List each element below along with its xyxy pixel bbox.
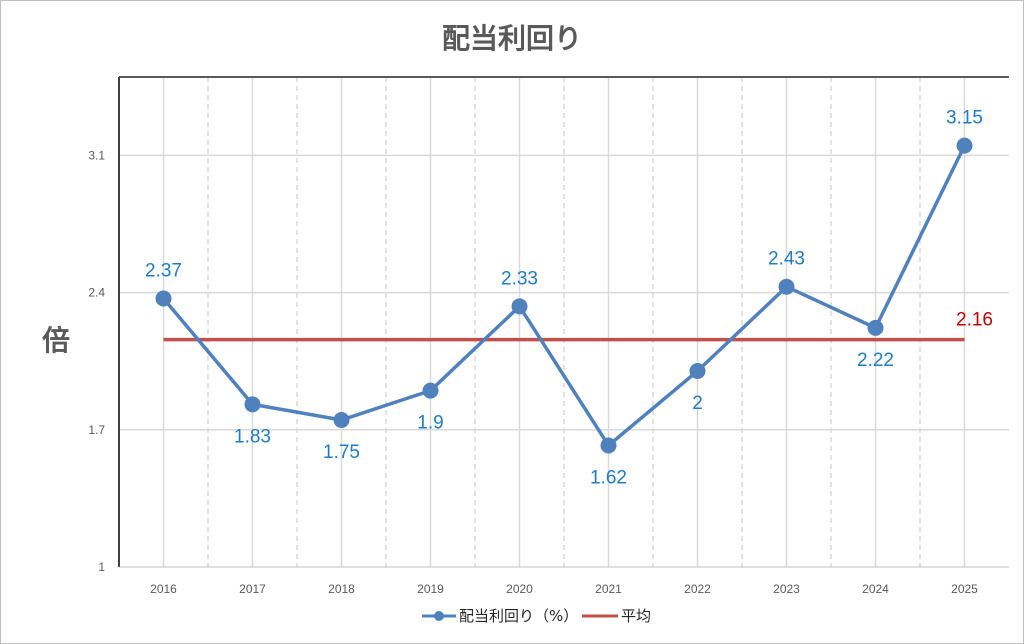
data-point [956,137,973,154]
data-label: 1.9 [417,413,443,434]
chart-title: 配当利回り [442,22,582,55]
data-point [600,437,617,454]
data-label: 2.37 [145,260,182,281]
x-tick-label: 2017 [239,582,266,596]
y-axis-label: 倍 [42,324,70,357]
data-label: 1.83 [234,426,271,447]
data-label: 1.62 [590,467,627,488]
data-label: 3.15 [946,108,983,129]
data-point [867,319,884,336]
x-tick-label: 2021 [595,582,622,596]
x-tick-label: 2019 [417,582,444,596]
data-point [155,290,172,307]
data-point [333,412,350,428]
data-label: 2 [692,393,703,414]
x-tick-label: 2023 [773,582,800,596]
data-point [422,382,439,399]
legend: 配当利回り（%） 平均 [422,607,651,625]
y-tick-label: 1 [98,560,105,574]
axes: 1 1.7 2.4 3.1 2016 2017 2018 2019 2020 2021 2022 20… [88,76,1009,596]
data-point [244,396,261,413]
y-tick-label: 2.4 [88,286,105,300]
gridlines [119,77,1009,567]
average-data-label: 2.16 [956,310,993,331]
data-point [778,278,795,295]
series-marks: 2.16 2.37 1.83 1.75 1.9 2.33 1.62 2 2.43 2.22 3.15 [145,108,993,489]
data-point [689,363,706,379]
x-tick-label: 2024 [862,582,889,596]
x-tick-label: 2022 [684,582,711,596]
y-tick-label: 1.7 [88,423,105,437]
legend-label-average: 平均 [621,607,651,625]
legend-label-yield: 配当利回り（%） [459,607,578,625]
data-label: 2.43 [768,249,805,270]
data-label: 2.33 [501,268,538,289]
y-tick-label: 3.1 [88,148,105,162]
data-point [511,298,528,315]
yield-line [162,144,967,448]
x-tick-label: 2016 [150,582,177,596]
data-label: 2.22 [857,350,894,371]
x-tick-label: 2020 [506,582,533,596]
x-tick-label: 2025 [951,582,978,596]
x-tick-label: 2018 [328,582,355,596]
data-label: 1.75 [323,442,360,463]
legend-marker-yield [434,611,444,621]
